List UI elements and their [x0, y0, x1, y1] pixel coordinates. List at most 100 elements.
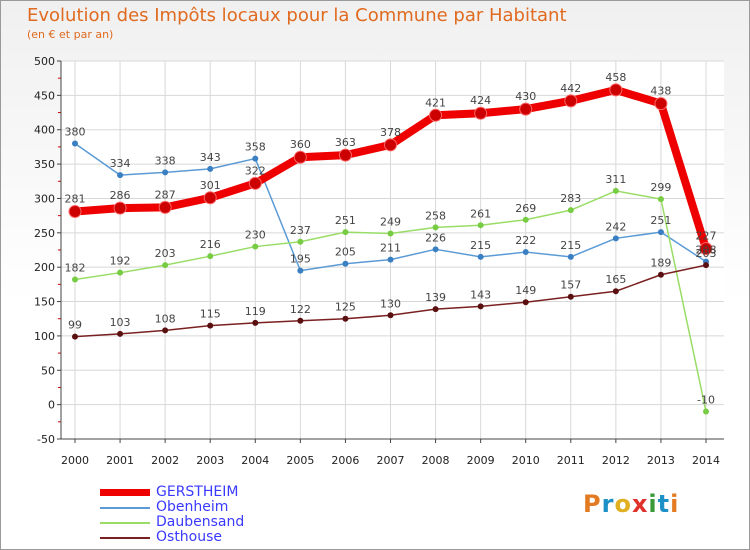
data-point	[72, 333, 78, 340]
data-point	[162, 327, 169, 334]
data-label: 286	[110, 189, 131, 202]
x-tick-label: 2003	[196, 454, 224, 467]
data-label: 261	[470, 207, 491, 220]
data-label: 249	[380, 216, 401, 229]
data-point	[158, 200, 172, 214]
data-label: 358	[245, 141, 266, 154]
data-point	[612, 235, 619, 242]
data-point	[609, 83, 623, 97]
legend: GERSTHEIM Obenheim Daubensand Osthouse	[100, 484, 360, 545]
data-point	[162, 169, 169, 176]
data-point	[612, 288, 619, 295]
data-label: 230	[245, 229, 266, 242]
data-label: 215	[560, 239, 581, 252]
data-label: 334	[110, 157, 131, 170]
data-label: 360	[290, 138, 311, 151]
data-label: 380	[65, 125, 86, 138]
data-label: 227	[696, 230, 717, 243]
y-tick-label: 300	[34, 192, 55, 205]
data-point	[567, 207, 574, 214]
data-point	[203, 191, 217, 205]
chart-title: Evolution des Impôts locaux pour la Comm…	[27, 5, 567, 26]
data-label: 269	[515, 202, 536, 215]
data-label: 242	[605, 220, 626, 233]
legend-item-obenheim: Obenheim	[100, 499, 360, 515]
y-tick-label: 400	[34, 124, 55, 137]
data-point	[297, 317, 304, 324]
x-tick-label: 2006	[331, 454, 359, 467]
data-point	[567, 253, 574, 260]
data-point	[117, 330, 124, 337]
x-tick-label: 2000	[61, 454, 89, 467]
data-label: 458	[605, 71, 626, 84]
logo-letter: r	[601, 490, 615, 518]
data-label: 143	[470, 288, 491, 301]
y-tick-label: 0	[48, 399, 55, 412]
data-point	[72, 140, 78, 147]
data-point	[342, 260, 349, 267]
x-tick-label: 2005	[286, 454, 314, 467]
data-point	[522, 216, 529, 223]
x-tick-label: 2013	[647, 454, 675, 467]
data-point	[117, 172, 124, 179]
y-tick-label: 250	[34, 227, 55, 240]
data-label: 103	[110, 316, 131, 329]
x-tick-label: 2011	[557, 454, 585, 467]
legend-item-daubensand: Daubensand	[100, 514, 360, 530]
data-point	[477, 222, 484, 229]
legend-label: Daubensand	[156, 514, 245, 530]
legend-item-osthouse: Osthouse	[100, 529, 360, 545]
data-label: 119	[245, 305, 266, 318]
data-label: 211	[380, 242, 401, 255]
data-label: 287	[155, 188, 176, 201]
data-point	[387, 230, 394, 237]
y-tick-label: 200	[34, 261, 55, 274]
data-point	[432, 306, 439, 313]
data-point	[297, 267, 304, 274]
data-point	[654, 97, 668, 111]
data-point	[293, 150, 307, 164]
data-point	[248, 176, 262, 190]
x-tick-label: 2004	[241, 454, 269, 467]
data-point	[252, 319, 259, 326]
data-point	[342, 315, 349, 322]
data-label: 421	[425, 96, 446, 109]
x-tick-label: 2009	[467, 454, 495, 467]
data-label: 299	[650, 181, 671, 194]
x-tick-label: 2014	[692, 454, 720, 467]
legend-swatch	[100, 537, 150, 539]
data-point	[387, 256, 394, 263]
x-tick-label: 2008	[422, 454, 450, 467]
data-point	[703, 262, 709, 269]
data-label: 226	[425, 231, 446, 244]
logo-letter: t	[657, 490, 671, 518]
y-tick-label: 100	[34, 330, 55, 343]
logo-letter: i	[648, 490, 658, 518]
x-tick-label: 2012	[602, 454, 630, 467]
data-label: 430	[515, 90, 536, 103]
data-label: 442	[560, 82, 581, 95]
data-label: 258	[425, 209, 446, 222]
data-label: 322	[245, 164, 266, 177]
data-label: 182	[65, 262, 86, 275]
data-label: 338	[155, 154, 176, 167]
data-label: 205	[335, 246, 356, 259]
data-point	[252, 243, 259, 250]
y-tick-label: -50	[37, 433, 55, 446]
data-label: 363	[335, 136, 356, 149]
data-point	[703, 408, 709, 415]
legend-swatch	[100, 489, 150, 496]
data-label: 301	[200, 179, 221, 192]
data-label: 203	[696, 247, 717, 260]
data-label: 424	[470, 94, 491, 107]
data-point	[207, 165, 214, 172]
data-point	[207, 253, 214, 260]
data-label: 438	[650, 85, 671, 98]
data-point	[384, 138, 397, 152]
data-point	[113, 201, 127, 215]
data-label: 378	[380, 126, 401, 139]
data-label: 192	[110, 255, 131, 268]
y-tick-label: 150	[34, 296, 55, 309]
data-point	[564, 94, 578, 108]
